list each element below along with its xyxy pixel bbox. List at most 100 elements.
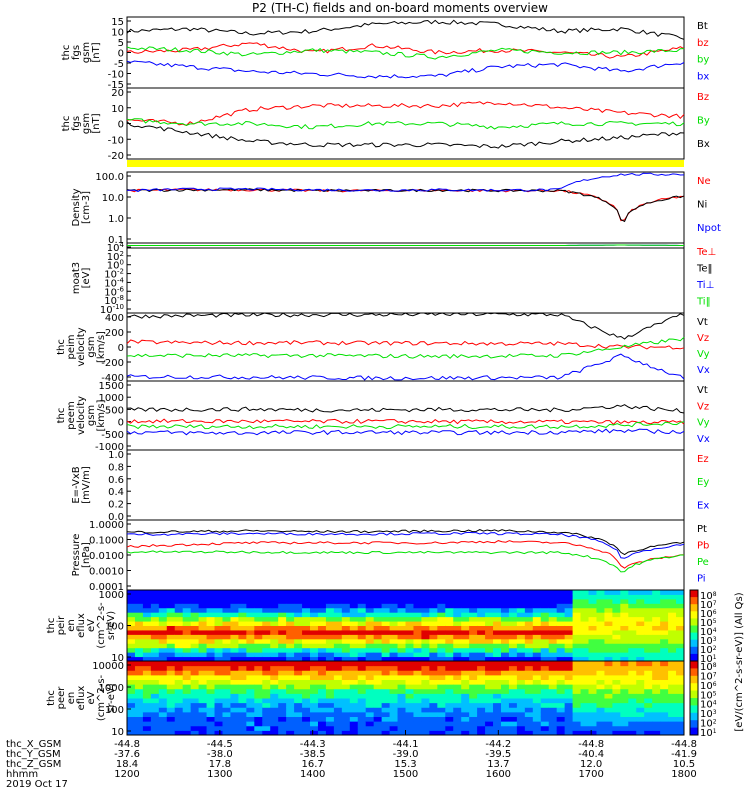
- spectrogram-cell: [676, 638, 685, 644]
- spectrogram-cell: [127, 643, 136, 649]
- spectrogram-cell: [421, 665, 430, 671]
- spectrogram-cell: [524, 590, 534, 595]
- spectrogram-cell: [485, 590, 494, 595]
- y-tick-label: 10: [111, 727, 124, 738]
- y-tick-label: 1.0: [108, 214, 124, 225]
- y-tick-label: 10-2: [104, 268, 124, 281]
- spectrogram-cell: [461, 638, 470, 644]
- spectrogram-cell: [206, 607, 216, 613]
- spectrogram-cell: [580, 702, 590, 708]
- spectrogram-cell: [230, 629, 239, 635]
- spectrogram-cell: [286, 590, 295, 595]
- y-tick-label: 0.2: [108, 500, 124, 511]
- spectrogram-cell: [652, 607, 661, 613]
- spectrogram-cell: [421, 679, 430, 685]
- y-axis-label-line: velocity: [76, 396, 87, 435]
- spectrogram-cell: [421, 716, 430, 722]
- spectrogram-cell: [278, 665, 287, 671]
- spectrogram-cell: [246, 590, 255, 595]
- spectrogram-cell: [644, 679, 653, 685]
- spectrogram-cell: [190, 612, 200, 618]
- spectrogram-cell: [445, 647, 454, 653]
- spectrogram-cell: [532, 711, 542, 718]
- colorbar-tick: 101: [700, 654, 717, 665]
- spectrogram-cell: [214, 679, 223, 685]
- y-tick-label: -20: [108, 151, 124, 162]
- spectrogram-cell: [166, 674, 176, 681]
- spectrogram-cell: [166, 665, 176, 671]
- spectrogram-cell: [134, 730, 144, 736]
- spectrogram-cell: [270, 707, 279, 713]
- spectrogram-cell: [158, 598, 168, 604]
- y-tick-label: 1000: [99, 393, 124, 404]
- spectrogram-cell: [333, 716, 343, 722]
- spectrogram-cell: [166, 625, 176, 631]
- spectrogram-cell: [421, 656, 430, 662]
- spectrogram-cell: [516, 730, 526, 736]
- y-tick-label: 0.0100: [89, 551, 124, 562]
- y-axis-label: thc fgs gsm [nT]: [61, 113, 102, 134]
- spectrogram-cell: [254, 693, 263, 699]
- spectrogram-cell: [524, 684, 534, 690]
- spectrogram-cell: [556, 674, 566, 681]
- y-tick-label: 0: [118, 49, 124, 60]
- spectrogram-cell: [397, 707, 406, 713]
- spectrogram-cell: [668, 656, 677, 662]
- spectrogram-cell: [612, 590, 621, 595]
- spectrogram-cell: [302, 716, 311, 722]
- spectrogram-cell: [652, 661, 661, 667]
- spectrogram-cell: [349, 594, 359, 600]
- spectrogram-cell: [636, 684, 645, 690]
- spectrogram-cell: [158, 711, 168, 718]
- spectrogram-cell: [294, 716, 303, 722]
- spectrogram-cell: [620, 656, 629, 662]
- spectrogram-cell: [365, 594, 375, 600]
- spectrogram-cell: [644, 721, 653, 727]
- spectrogram-cell: [349, 590, 359, 595]
- spectrogram-cell: [262, 634, 271, 640]
- spectrogram-cell: [668, 721, 677, 727]
- spectrogram-cell: [508, 693, 518, 699]
- spectrogram-cell: [294, 688, 303, 694]
- panel-frame: [126, 380, 685, 451]
- spectrogram-cell: [620, 702, 629, 708]
- x-row-value: -44.3: [300, 739, 326, 750]
- spectrogram-cell: [142, 598, 152, 604]
- spectrogram-cell: [182, 684, 192, 690]
- spectrogram-cell: [429, 598, 438, 604]
- y-axis-label-line: thc: [56, 339, 67, 355]
- spectrogram-cell: [317, 725, 327, 731]
- spectrogram-cell: [286, 693, 295, 699]
- spectrogram-cell: [142, 684, 152, 690]
- spectrogram-cell: [302, 679, 311, 685]
- spectrogram-cell: [445, 670, 454, 676]
- spectrogram-cell: [325, 656, 335, 662]
- spectrogram-cell: [174, 638, 184, 644]
- spectrogram-cell: [477, 721, 486, 727]
- spectrogram-cell: [620, 643, 629, 649]
- spectrogram-cell: [493, 711, 502, 718]
- spectrogram-cell: [453, 674, 462, 681]
- y-tick-label: 0: [118, 120, 124, 131]
- y-axis-label-line: peer: [56, 686, 67, 710]
- spectrogram-cell: [644, 674, 653, 681]
- spectrogram-cell: [437, 707, 446, 713]
- spectrogram-cell: [421, 688, 430, 694]
- spectrogram-cell: [142, 634, 152, 640]
- spectrogram-cell: [421, 643, 430, 649]
- spectrogram-cell: [381, 590, 391, 595]
- spectrogram-cell: [150, 616, 160, 622]
- spectrogram-cell: [365, 688, 375, 694]
- spectrogram-cell: [516, 634, 526, 640]
- spectrogram-cell: [532, 647, 542, 653]
- spectrogram-cell: [270, 590, 279, 595]
- spectrogram-cell: [127, 707, 136, 713]
- spectrogram-cell: [580, 643, 590, 649]
- spectrogram-cell: [198, 652, 208, 658]
- spectrogram-cell: [628, 612, 637, 618]
- spectrogram-cell: [150, 607, 160, 613]
- spectrogram-cell: [516, 621, 526, 626]
- spectrogram-cell: [278, 702, 287, 708]
- spectrogram-cell: [413, 607, 422, 613]
- spectrogram-cell: [548, 665, 558, 671]
